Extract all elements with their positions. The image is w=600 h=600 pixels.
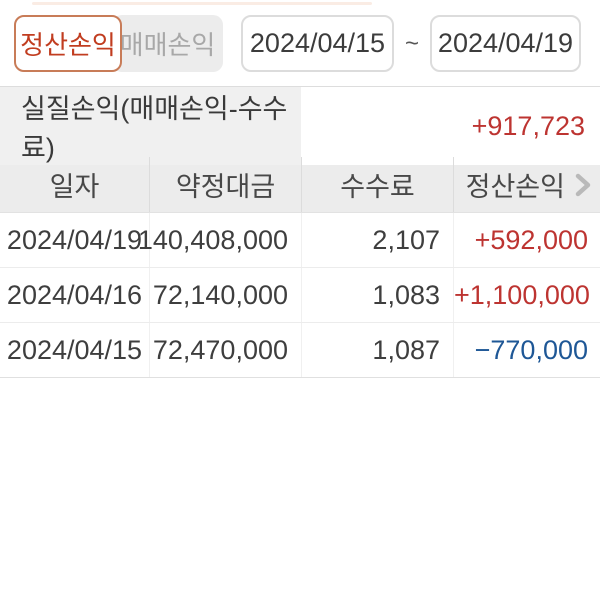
summary-row: 실질손익(매매손익-수수료) +917,723 [0,86,600,165]
pl-value: +1,100,000 [453,268,600,322]
table-row[interactable]: 2024/04/15 72,470,000 1,087 −770,000 [0,323,600,378]
header-cell-date: 일자 [49,172,100,202]
header-cell-settlement-pl[interactable]: 정산손익 [453,157,600,212]
summary-label: 실질손익(매매손익-수수료) [0,87,301,165]
cell-amount: 72,140,000 [149,268,301,322]
cell-date: 2024/04/16 [6,279,143,310]
pl-value: −770,000 [453,323,600,377]
date-start-input[interactable]: 2024/04/15 [240,15,394,72]
date-range-separator: ~ [404,29,419,57]
pl-value: +592,000 [453,213,600,267]
chevron-right-icon[interactable] [573,172,593,198]
date-end-input[interactable]: 2024/04/19 [430,15,581,72]
date-range: 2024/04/15 ~ 2024/04/19 [240,15,581,72]
cell-amount: 72,470,000 [149,323,301,377]
summary-value: +917,723 [301,87,600,165]
table-header: 일자 약정대금 수수료 정산손익 [0,156,600,213]
pl-table: 일자 약정대금 수수료 정산손익 2024/04/19 140,408,000 … [0,156,600,378]
top-edge-hint [32,2,372,5]
tab-settlement-pl[interactable]: 정산손익 [14,15,122,72]
table-row[interactable]: 2024/04/19 140,408,000 2,107 +592,000 [0,213,600,268]
top-bar: 정산손익 매매손익 2024/04/15 ~ 2024/04/19 [0,0,600,72]
tab-trading-pl[interactable]: 매매손익 [112,15,223,72]
cell-fee: 1,083 [301,268,453,322]
header-cell-amount: 약정대금 [149,157,301,212]
cell-date: 2024/04/19 [6,224,143,255]
cell-date: 2024/04/15 [6,334,143,365]
cell-fee: 2,107 [301,213,453,267]
pl-tabs: 정산손익 매매손익 [14,15,223,72]
header-cell-fee: 수수료 [301,157,453,212]
cell-fee: 1,087 [301,323,453,377]
table-row[interactable]: 2024/04/16 72,140,000 1,083 +1,100,000 [0,268,600,323]
cell-amount: 140,408,000 [138,213,301,267]
header-cell-settlement-pl-label: 정산손익 [465,172,565,202]
